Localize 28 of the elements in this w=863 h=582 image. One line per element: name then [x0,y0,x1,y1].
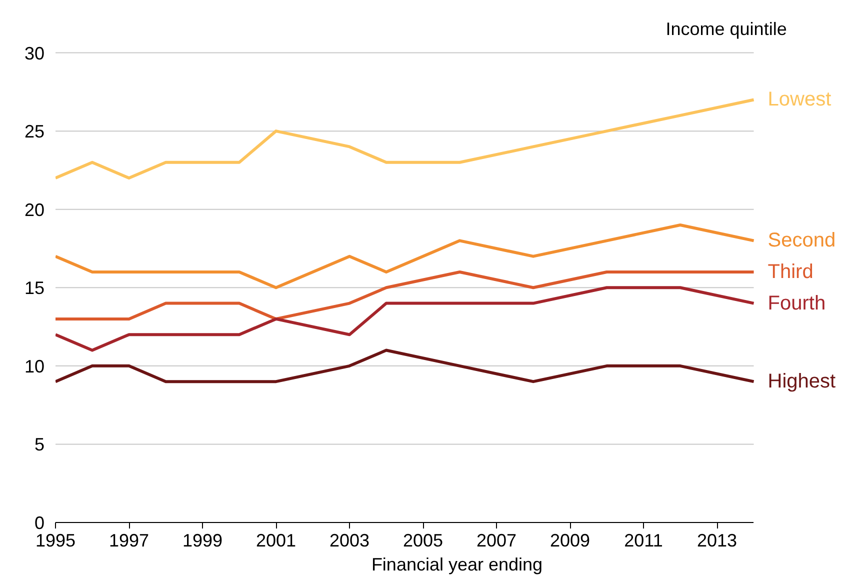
line-series [56,224,756,290]
y-tick-label: 20 [24,200,45,220]
x-tick-label: 2005 [402,530,444,550]
y-tick-label: 30 [24,43,45,64]
line-series [56,98,756,180]
series-label: Lowest [768,88,832,111]
x-axis-title: Financial year ending [371,554,543,574]
y-tick-label: 5 [34,434,45,455]
x-tick-label: 1995 [35,530,76,550]
x-tick-label: 2011 [624,530,663,550]
x-tick-label: 1999 [182,530,223,550]
line-series [56,286,756,352]
legend-title: Income quintile [666,18,787,39]
series-label: Second [768,230,836,252]
series-label: Third [768,260,814,283]
series-label: Highest [768,370,836,393]
line-series [56,270,756,320]
y-tick-label: 10 [24,356,45,376]
x-tick-label: 2001 [256,530,296,550]
y-tick-label: 0 [34,513,45,533]
y-tick-label: 15 [24,278,45,298]
x-tick-label: 2007 [476,530,517,550]
x-tick-label: 2013 [696,530,738,550]
x-tick-label: 2003 [329,530,370,550]
series-label: Fourth [768,292,826,314]
x-tick-label: 1997 [108,530,150,550]
x-tick-label: 2009 [550,530,590,550]
y-tick-label: 25 [24,122,45,142]
